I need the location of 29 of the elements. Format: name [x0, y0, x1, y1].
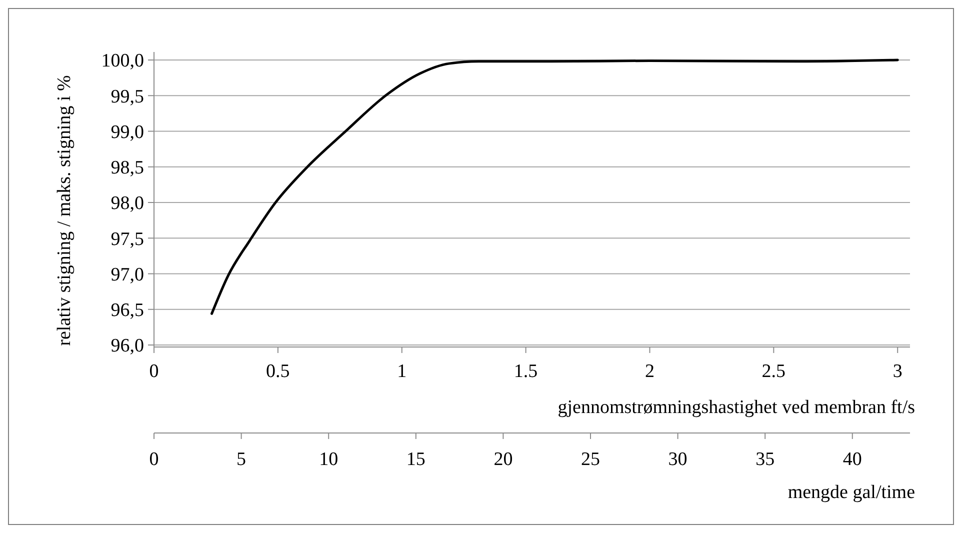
- y-tick-label: 96,5: [110, 300, 144, 322]
- x-tick-label: 3: [892, 361, 902, 382]
- x-tick-label: 2.5: [762, 361, 786, 382]
- y-tick-label: 98,5: [110, 158, 144, 179]
- y-tick-label: 99,0: [110, 122, 144, 143]
- x-tick-label: 0: [149, 361, 159, 382]
- y-tick-label: 99,5: [110, 86, 144, 108]
- x2-tick-label: 35: [756, 449, 775, 470]
- y-tick-label: 97,5: [110, 228, 144, 250]
- x-tick-label: 2: [644, 361, 654, 382]
- x2-tick-label: 30: [668, 449, 688, 470]
- y-axis-title: relativ stigning / maks. stigning i %: [54, 74, 75, 346]
- x2-tick-label: 0: [149, 449, 159, 470]
- y-tick-label: 98,0: [110, 193, 144, 214]
- x2-tick-label: 20: [494, 449, 513, 470]
- x-tick-label: 1.5: [514, 361, 538, 382]
- x2-tick-label: 25: [580, 449, 600, 470]
- x2-tick-label: 15: [406, 449, 426, 470]
- x2-tick-label: 5: [236, 449, 246, 470]
- line-series: [210, 58, 899, 315]
- x-tick-label: 0.5: [266, 361, 290, 382]
- x2-axis-title: mengde gal/time: [788, 482, 915, 503]
- y-tick-label: 96,0: [110, 336, 144, 357]
- y-tick-label: 97,0: [110, 264, 144, 286]
- x-axis-title: gjennomstrømningshastighet ved membran ft/s: [558, 397, 915, 418]
- y-tick-label: 100,0: [101, 50, 144, 72]
- x2-tick-label: 10: [319, 449, 338, 470]
- x-tick-label: 1: [397, 361, 407, 382]
- x2-tick-label: 40: [842, 449, 862, 470]
